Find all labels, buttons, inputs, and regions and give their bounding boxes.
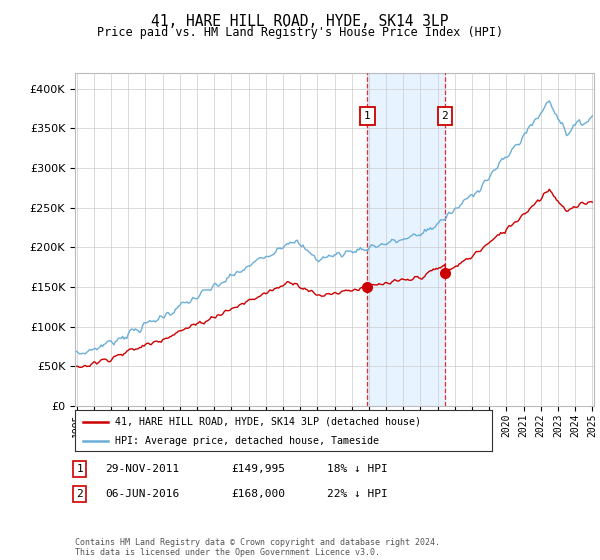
Text: Contains HM Land Registry data © Crown copyright and database right 2024.
This d: Contains HM Land Registry data © Crown c… bbox=[75, 538, 440, 557]
Text: £168,000: £168,000 bbox=[231, 489, 285, 499]
Bar bbox=[367, 73, 445, 406]
Text: £149,995: £149,995 bbox=[231, 464, 285, 474]
Text: 41, HARE HILL ROAD, HYDE, SK14 3LP (detached house): 41, HARE HILL ROAD, HYDE, SK14 3LP (deta… bbox=[115, 417, 421, 427]
Text: 1: 1 bbox=[364, 111, 371, 121]
Bar bbox=[588, 73, 593, 406]
Text: 2: 2 bbox=[76, 489, 83, 499]
Text: 29-NOV-2011: 29-NOV-2011 bbox=[105, 464, 179, 474]
Text: 1: 1 bbox=[76, 464, 83, 474]
Text: Price paid vs. HM Land Registry's House Price Index (HPI): Price paid vs. HM Land Registry's House … bbox=[97, 26, 503, 39]
Text: 2: 2 bbox=[442, 111, 448, 121]
Text: 22% ↓ HPI: 22% ↓ HPI bbox=[327, 489, 388, 499]
Text: 06-JUN-2016: 06-JUN-2016 bbox=[105, 489, 179, 499]
Text: 18% ↓ HPI: 18% ↓ HPI bbox=[327, 464, 388, 474]
Text: HPI: Average price, detached house, Tameside: HPI: Average price, detached house, Tame… bbox=[115, 436, 379, 446]
Text: 41, HARE HILL ROAD, HYDE, SK14 3LP: 41, HARE HILL ROAD, HYDE, SK14 3LP bbox=[151, 14, 449, 29]
